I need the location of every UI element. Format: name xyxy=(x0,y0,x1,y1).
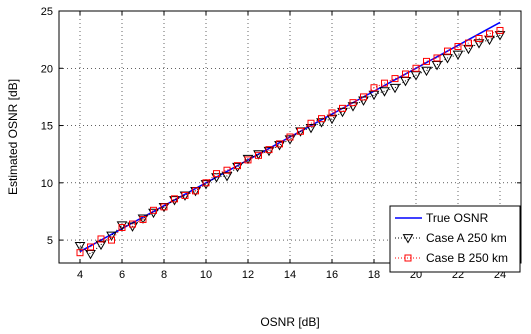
legend-box xyxy=(389,205,521,273)
data-point xyxy=(391,75,399,83)
data-point xyxy=(116,221,128,231)
data-point xyxy=(181,191,189,199)
data-point xyxy=(349,99,357,107)
data-point xyxy=(389,83,401,94)
data-point xyxy=(200,180,212,190)
data-point xyxy=(465,39,472,47)
data-point xyxy=(328,109,336,117)
legend-label: Case B 250 km xyxy=(426,251,508,265)
data-point xyxy=(234,162,241,170)
data-point xyxy=(274,141,285,151)
data-point xyxy=(213,170,220,178)
data-point xyxy=(423,57,430,65)
x-tick-label: 10 xyxy=(200,269,212,281)
data-point xyxy=(286,133,294,141)
data-point xyxy=(223,166,231,174)
data-point xyxy=(358,96,369,106)
data-point xyxy=(118,223,126,231)
data-point xyxy=(463,44,474,55)
legend: True OSNR Case A 250 km Case B 250 km xyxy=(389,205,521,273)
data-point xyxy=(347,102,359,112)
data-point xyxy=(421,66,432,77)
data-point xyxy=(486,30,493,38)
data-point xyxy=(150,206,157,214)
data-point xyxy=(244,156,252,164)
legend-marker xyxy=(404,254,412,262)
data-point xyxy=(221,172,233,182)
data-point xyxy=(276,140,283,148)
data-point xyxy=(297,127,304,135)
data-point xyxy=(454,43,462,51)
data-point xyxy=(475,34,483,42)
data-point xyxy=(139,215,147,223)
data-point xyxy=(74,241,86,252)
legend-item: True OSNR xyxy=(395,211,489,225)
data-point xyxy=(242,154,254,165)
data-point xyxy=(337,107,348,118)
data-point xyxy=(473,39,485,49)
data-point xyxy=(160,203,168,211)
data-point xyxy=(412,64,420,72)
y-tick-label: 25 xyxy=(41,6,53,18)
data-point xyxy=(106,231,117,242)
x-tick-label: 18 xyxy=(368,269,380,281)
data-point xyxy=(402,70,409,78)
x-tick-label: 4 xyxy=(77,269,83,281)
data-point xyxy=(379,87,390,97)
data-point xyxy=(263,146,275,157)
legend-marker xyxy=(402,234,414,244)
data-point xyxy=(316,118,327,128)
data-point xyxy=(496,26,504,34)
legend-label: True OSNR xyxy=(426,211,489,225)
data-point xyxy=(370,84,378,92)
x-axis-label: OSNR [dB] xyxy=(260,315,319,329)
data-point xyxy=(129,220,136,228)
data-point xyxy=(381,79,388,87)
series-layer xyxy=(74,21,506,260)
data-point xyxy=(232,162,243,173)
legend-label: Case A 250 km xyxy=(426,231,507,245)
data-point xyxy=(169,196,180,206)
y-tick-label: 5 xyxy=(47,235,53,247)
y-tick-label: 20 xyxy=(41,63,53,75)
x-tick-label: 12 xyxy=(242,269,254,281)
series-3 xyxy=(76,26,504,257)
data-point xyxy=(360,93,367,101)
y-tick-label: 10 xyxy=(41,178,53,190)
y-tick-label: 15 xyxy=(41,121,53,133)
data-point xyxy=(76,249,84,257)
data-point xyxy=(97,235,105,243)
data-point xyxy=(87,243,94,251)
data-point xyxy=(253,150,264,160)
data-point xyxy=(305,123,317,134)
x-tick-label: 16 xyxy=(326,269,338,281)
legend-item: Case A 250 km xyxy=(395,231,507,245)
x-tick-label: 6 xyxy=(119,269,125,281)
data-point xyxy=(192,187,199,195)
legend-item: Case B 250 km xyxy=(395,251,508,265)
data-point xyxy=(444,47,451,55)
data-point xyxy=(326,114,338,125)
data-point xyxy=(484,35,495,46)
data-point xyxy=(452,50,464,61)
x-tick-label: 14 xyxy=(284,269,296,281)
x-tick-label: 8 xyxy=(161,269,167,281)
data-point xyxy=(433,54,441,62)
data-point xyxy=(137,214,149,224)
data-point xyxy=(255,151,262,159)
data-point xyxy=(171,195,178,203)
data-point xyxy=(95,240,107,251)
data-point xyxy=(202,179,210,187)
data-point xyxy=(108,236,115,244)
data-point xyxy=(339,104,346,112)
data-point xyxy=(494,31,506,41)
data-point xyxy=(307,119,315,127)
data-point xyxy=(265,146,273,154)
data-point xyxy=(318,115,325,123)
y-axis-label: Estimated OSNR [dB] xyxy=(6,79,20,195)
